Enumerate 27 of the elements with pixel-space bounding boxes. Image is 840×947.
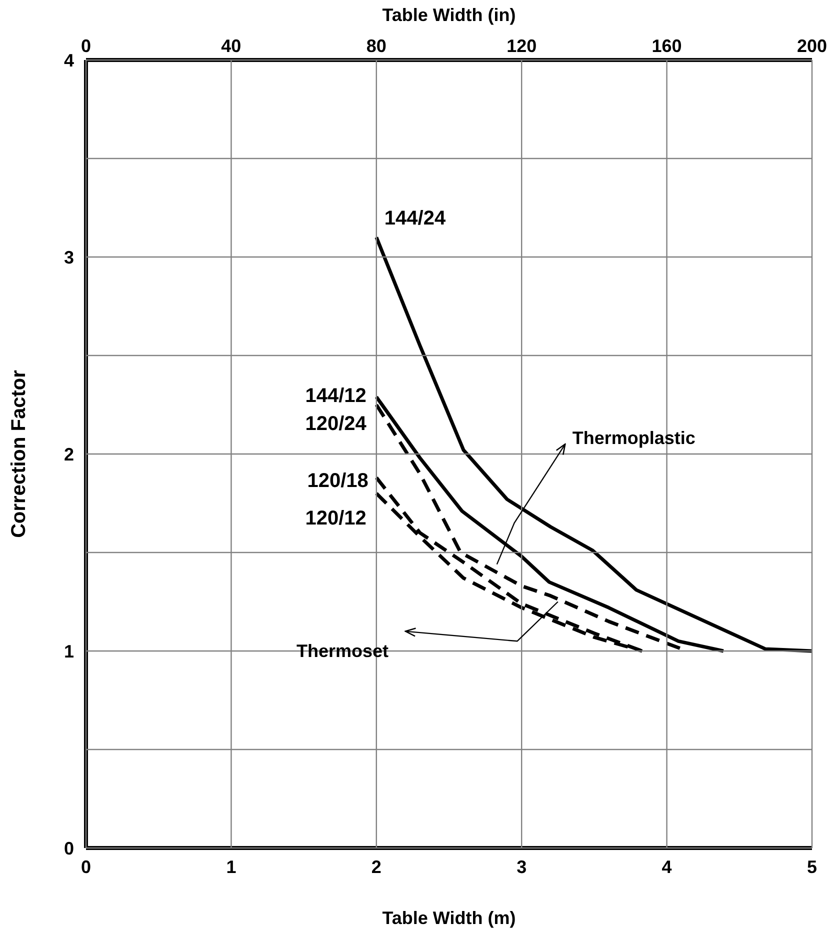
y-tick-label: 4 (64, 50, 74, 70)
x-tick-label: 3 (516, 856, 527, 877)
x-tick-label: 1 (226, 856, 236, 877)
annotation: Thermoplastic (572, 428, 696, 448)
series-label: 120/18 (307, 470, 368, 492)
y-tick-label: 2 (64, 444, 74, 464)
y-tick-label: 0 (64, 838, 74, 858)
series-label: 120/24 (305, 413, 368, 436)
y-axis-title: Correction Factor (8, 370, 30, 538)
x-tick-label: 5 (806, 856, 818, 877)
x-axis-title: Table Width (m) (382, 908, 516, 928)
series-label: 144/24 (384, 208, 446, 230)
y-tick-label: 1 (64, 641, 74, 662)
x-tick-label: 0 (80, 856, 92, 877)
series-label: 144/12 (305, 385, 366, 408)
x2-tick-label: 200 (796, 36, 828, 56)
series-label: 120/12 (305, 508, 366, 530)
x-tick-label: 2 (371, 856, 382, 877)
x2-tick-label: 80 (366, 36, 386, 56)
x2-tick-label: 0 (80, 36, 92, 56)
y-tick-label: 3 (64, 247, 74, 268)
x2-tick-label: 160 (652, 36, 682, 56)
x2-tick-label: 120 (506, 36, 537, 56)
annotation: Thermoset (296, 641, 389, 661)
x2-axis-title: Table Width (in) (382, 4, 516, 25)
x2-tick-label: 40 (221, 36, 242, 56)
x-tick-label: 4 (662, 856, 672, 877)
